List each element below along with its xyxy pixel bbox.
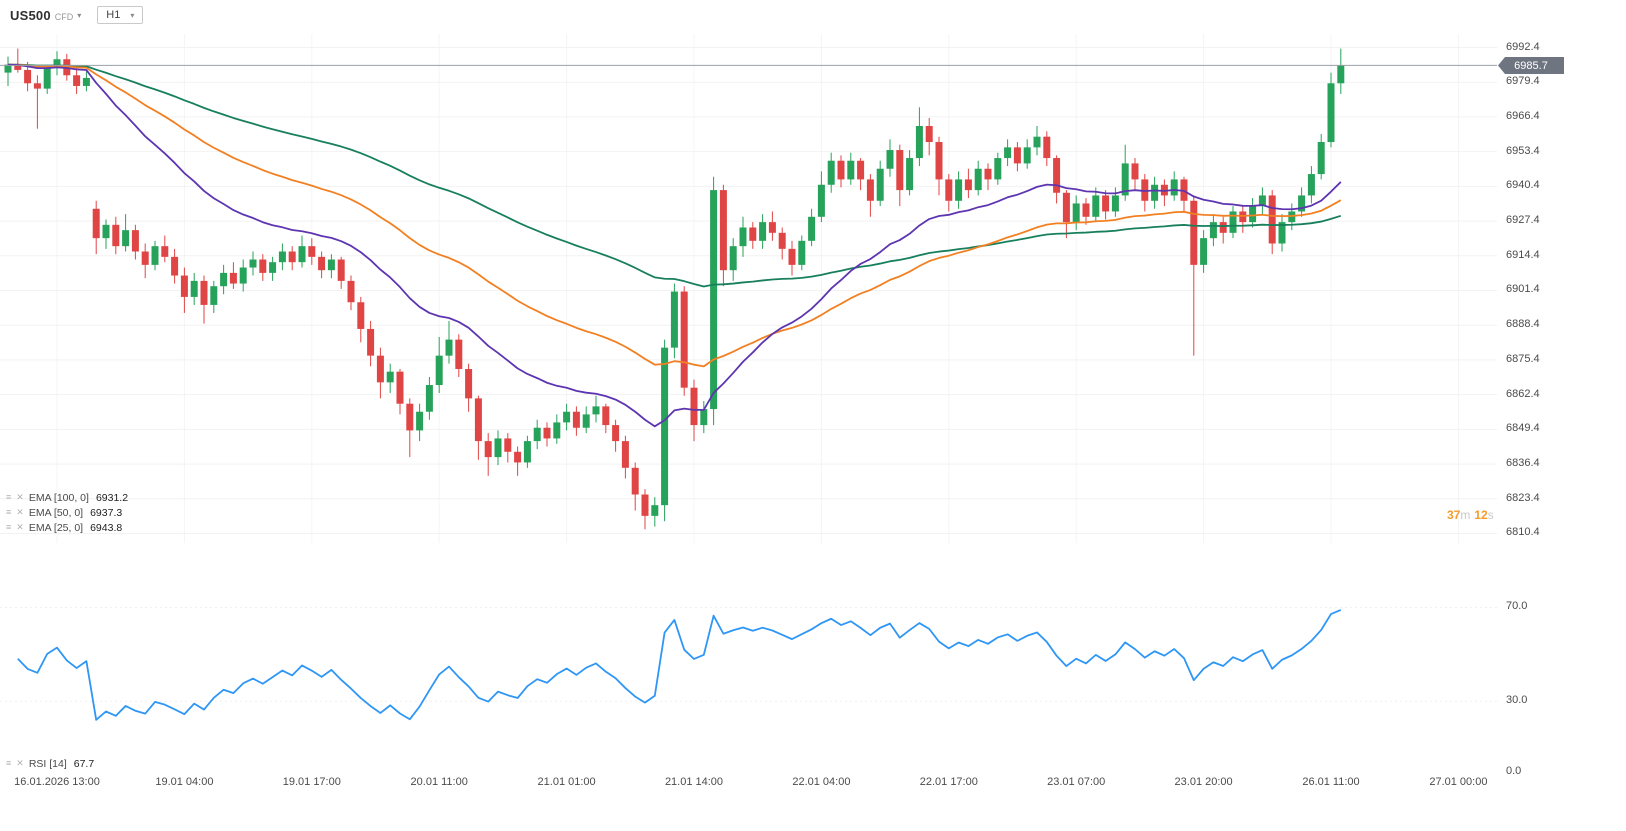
time-axis-label: 26.01 11:00 — [1302, 776, 1360, 788]
chevron-down-icon: ▾ — [77, 10, 82, 20]
indicator-settings-icon[interactable]: ≡ — [6, 758, 12, 768]
price-tick-label: 6888.4 — [1506, 318, 1540, 331]
current-price-badge: 6985.7 — [1498, 57, 1564, 74]
price-tick-label: 6953.4 — [1506, 144, 1540, 157]
indicator-remove-icon[interactable]: ✕ — [16, 492, 24, 502]
price-tick-label: 6862.4 — [1506, 387, 1540, 400]
indicator-value: 6943.8 — [90, 521, 123, 534]
indicator-value: 67.7 — [73, 757, 95, 770]
ema-legend: ≡ ✕ EMA [100, 0] 6931.2 ≡ ✕ EMA [50, 0] 6937.3 ≡… — [6, 490, 128, 535]
time-axis-label: 20.01 11:00 — [410, 776, 468, 788]
ema-legend-row: ≡ ✕ EMA [50, 0] 6937.3 — [6, 505, 128, 520]
indicator-label: RSI [14] — [28, 757, 67, 770]
countdown-minutes: 37 — [1447, 508, 1461, 522]
instrument-selector[interactable]: US500 CFD ▾ — [10, 8, 81, 23]
candle-countdown: 37m 12s — [1447, 508, 1494, 522]
time-axis-label: 19.01 17:00 — [282, 776, 341, 788]
time-axis-label: 23.01 07:00 — [1047, 776, 1106, 788]
price-tick-label: 6875.4 — [1506, 352, 1540, 365]
indicator-value: 6931.2 — [95, 491, 129, 504]
price-tick-label: 6823.4 — [1506, 491, 1540, 504]
price-tick-label: 6836.4 — [1506, 457, 1540, 470]
indicator-settings-icon[interactable]: ≡ — [6, 492, 12, 502]
countdown-minutes-unit: m — [1460, 508, 1471, 522]
instrument-type-label: CFD — [54, 11, 74, 22]
rsi-level-label: 70.0 — [1506, 600, 1528, 613]
price-tick-label: 6979.4 — [1506, 75, 1540, 88]
chevron-down-icon: ▾ — [130, 10, 135, 20]
timeframe-label: H1 — [106, 9, 121, 21]
timeframe-selector[interactable]: H1 ▾ — [97, 6, 144, 24]
time-axis-label: 16.01.2026 13:00 — [14, 776, 100, 788]
price-tick-label: 6849.4 — [1506, 422, 1540, 435]
price-tick-label: 6966.4 — [1506, 109, 1540, 122]
rsi-level-label: 30.0 — [1506, 694, 1528, 707]
topbar: US500 CFD ▾ H1 ▾ — [0, 0, 1626, 30]
time-axis-label: 22.01 04:00 — [792, 776, 851, 788]
indicator-settings-icon[interactable]: ≡ — [6, 507, 12, 517]
indicator-label: EMA [50, 0] — [28, 506, 84, 519]
indicator-remove-icon[interactable]: ✕ — [16, 507, 24, 517]
countdown-seconds-unit: s — [1487, 508, 1494, 522]
instrument-symbol: US500 — [10, 7, 51, 23]
countdown-seconds: 12 — [1474, 508, 1488, 522]
rsi-legend-row: ≡ ✕ RSI [14] 67.7 — [6, 756, 94, 771]
indicator-value: 6937.3 — [90, 506, 123, 519]
price-tick-label: 6940.4 — [1506, 179, 1540, 192]
indicator-settings-icon[interactable]: ≡ — [6, 522, 12, 532]
time-axis-label: 22.01 17:00 — [919, 776, 978, 788]
indicator-label: EMA [100, 0] — [28, 491, 89, 504]
price-tick-label: 6927.4 — [1506, 214, 1540, 227]
indicator-label: EMA [25, 0] — [28, 521, 84, 534]
current-price-value: 6985.7 — [1514, 59, 1548, 72]
time-axis-label: 27.01 00:00 — [1429, 776, 1488, 788]
price-tick-label: 6914.4 — [1506, 248, 1540, 261]
price-tick-label: 6810.4 — [1506, 526, 1540, 539]
price-tick-label: 6992.4 — [1506, 40, 1540, 53]
time-axis-label: 23.01 20:00 — [1174, 776, 1233, 788]
time-axis-label: 21.01 01:00 — [537, 776, 596, 788]
rsi-level-label: 0.0 — [1506, 764, 1522, 777]
time-axis-label: 21.01 14:00 — [664, 776, 724, 788]
time-axis-label: 19.01 04:00 — [155, 776, 214, 788]
price-tick-label: 6901.4 — [1506, 283, 1540, 296]
ema-legend-row: ≡ ✕ EMA [100, 0] 6931.2 — [6, 490, 128, 505]
ema-legend-row: ≡ ✕ EMA [25, 0] 6943.8 — [6, 520, 128, 535]
indicator-remove-icon[interactable]: ✕ — [16, 522, 24, 532]
indicator-remove-icon[interactable]: ✕ — [16, 758, 24, 768]
